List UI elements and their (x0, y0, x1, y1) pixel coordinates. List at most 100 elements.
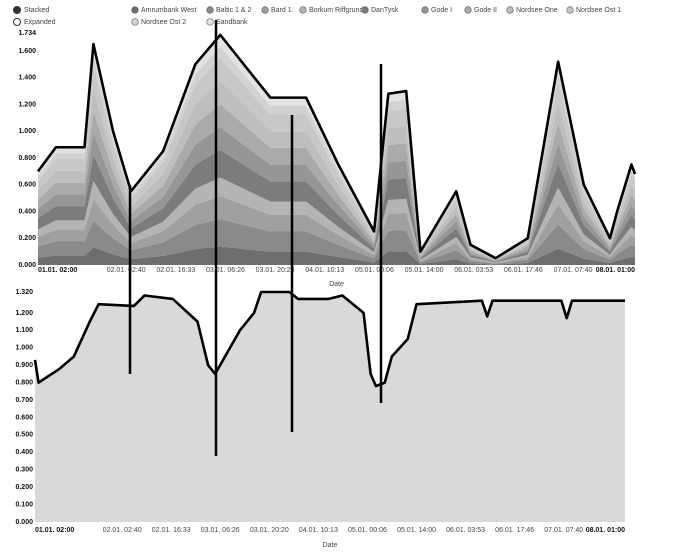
x-tick-label: 05.01. 14:00 (397, 527, 436, 534)
x-axis-title: Date (323, 542, 338, 549)
legend-item[interactable]: Gode II (464, 6, 497, 14)
legend-label: Sandbank (216, 19, 248, 26)
x-tick-label: 04.01. 10:13 (299, 527, 338, 534)
x-tick-label: 03.01. 20:20 (256, 267, 295, 274)
x-tick-label: 08.01. 01:00 (596, 267, 635, 274)
legend-item[interactable]: Gode I (421, 6, 452, 14)
x-tick-label: 01.01. 02:00 (38, 267, 77, 274)
legend-item[interactable]: Bard 1 (261, 6, 292, 14)
y-tick-label: 0.300 (15, 467, 33, 474)
legend-swatch (299, 6, 307, 14)
legend-swatch (131, 6, 139, 14)
legend-item[interactable]: Nordsee One (506, 6, 558, 14)
legend-swatch (206, 6, 214, 14)
x-tick-label: 02.01. 16:33 (152, 527, 191, 534)
area-layer (38, 46, 635, 259)
x-tick-label: 03.01. 06:26 (206, 267, 245, 274)
y-tick-label: 0.200 (15, 484, 33, 491)
y-tick-label: 1.400 (18, 75, 36, 82)
y-tick-label: 1.200 (18, 101, 36, 108)
x-tick-label: 02.01. 02:40 (103, 527, 142, 534)
legend-label: Baltic 1 & 2 (216, 7, 252, 14)
legend-item[interactable]: Nordsee Ost 1 (566, 6, 622, 14)
mode-option[interactable]: Stacked (13, 6, 50, 14)
legend-item[interactable]: Borkum Riffgrund I (299, 6, 368, 14)
y-tick-label: 0.000 (18, 262, 36, 269)
x-tick-label: 02.01. 16:33 (156, 267, 195, 274)
x-tick-label: 02.01. 02:40 (107, 267, 146, 274)
mode-label: Expanded (24, 19, 56, 26)
y-tick-label: 1.320 (15, 289, 33, 296)
x-axis-title: Date (329, 281, 344, 288)
annotations (128, 20, 383, 456)
area-fill (35, 292, 625, 522)
x-tick-label: 03.01. 20:20 (250, 527, 289, 534)
y-tick-label: 0.500 (15, 432, 33, 439)
legend-item[interactable]: Nordsee Ost 2 (131, 18, 187, 26)
y-tick-label: 1.200 (15, 310, 33, 317)
legend-item[interactable]: Amrumbank West (131, 6, 197, 14)
x-tick-label: 08.01. 01:00 (586, 527, 625, 534)
area-layer (38, 218, 635, 265)
charts: 0.000 0.200 0.400 0.600 0.800 1.000 1.200 1.400… (13, 6, 637, 549)
area-layer (38, 80, 635, 261)
legend-label: Nordsee Ost 2 (141, 19, 186, 26)
y-tick-label: 1.600 (18, 48, 36, 55)
x-tick-label: 05.01. 14:00 (405, 267, 444, 274)
y-tick-label: 0.100 (15, 501, 33, 508)
y-tick-label: 0.000 (15, 519, 33, 526)
y-tick-label: 0.600 (15, 414, 33, 421)
y-tick-label: 0.600 (18, 182, 36, 189)
x-tick-label: 03.01. 06:26 (201, 527, 240, 534)
x-tick-label: 05.01. 00:06 (355, 267, 394, 274)
legend-label: Nordsee Ost 1 (576, 7, 621, 14)
mode-label: Stacked (24, 7, 49, 14)
y-tick-label: 0.700 (15, 397, 33, 404)
legend-item[interactable]: Baltic 1 & 2 (206, 6, 252, 14)
x-tick-label: 07.01. 07:40 (544, 527, 583, 534)
legend-label: Gode I (431, 7, 452, 14)
legend-swatch (131, 18, 139, 26)
x-tick-label: 07.01. 07:40 (554, 267, 593, 274)
legend-label: Borkum Riffgrund I (309, 7, 367, 14)
y-tick-label: 0.400 (18, 208, 36, 215)
legend: Stacked Expanded Amrumbank West Baltic 1 & … (13, 6, 622, 26)
legend-swatch (361, 6, 369, 14)
legend-swatch (206, 18, 214, 26)
mode-radio (13, 6, 21, 14)
legend-label: Amrumbank West (141, 7, 197, 14)
y-tick-label: 1.000 (18, 128, 36, 135)
x-tick-label: 06.01. 03:53 (454, 267, 493, 274)
y-tick-label: 1.000 (15, 345, 33, 352)
area-layer (38, 126, 635, 262)
y-tick-label: 0.800 (15, 379, 33, 386)
area-layer (38, 195, 635, 264)
area-layer (38, 34, 635, 259)
area-layer (38, 103, 635, 261)
legend-swatch (261, 6, 269, 14)
legend-label: Bard 1 (271, 7, 292, 14)
legend-item[interactable]: DanTysk (361, 6, 399, 14)
y-tick-label: 1.734 (18, 30, 36, 37)
x-tick-label: 06.01. 17:46 (495, 527, 534, 534)
area-layer (38, 149, 635, 263)
legend-swatch (464, 6, 472, 14)
mode-option[interactable]: Expanded (13, 18, 56, 26)
legend-label: Gode II (474, 7, 497, 14)
legend-swatch (566, 6, 574, 14)
mode-radio (13, 18, 21, 26)
area-layer (38, 177, 635, 263)
area-layer (38, 246, 635, 265)
total-outline (36, 33, 637, 260)
legend-item[interactable]: Sandbank (206, 18, 248, 26)
x-tick-label: 06.01. 03:53 (446, 527, 485, 534)
x-tick-label: 01.01. 02:00 (35, 527, 74, 534)
area-layer (38, 57, 635, 260)
legend-swatch (421, 6, 429, 14)
y-tick-label: 0.800 (18, 155, 36, 162)
y-tick-label: 1.100 (15, 327, 33, 334)
y-tick-label: 0.200 (18, 235, 36, 242)
x-tick-label: 04.01. 10:13 (305, 267, 344, 274)
legend-swatch (506, 6, 514, 14)
